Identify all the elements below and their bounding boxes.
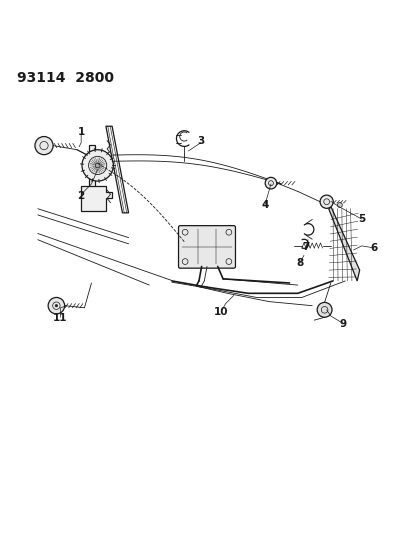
- Circle shape: [316, 302, 331, 317]
- Circle shape: [319, 195, 332, 208]
- Circle shape: [337, 203, 342, 207]
- Polygon shape: [106, 126, 128, 213]
- Text: 4: 4: [261, 200, 268, 211]
- Circle shape: [95, 163, 100, 168]
- Text: 6: 6: [370, 243, 377, 253]
- FancyBboxPatch shape: [178, 225, 235, 268]
- Text: 3: 3: [197, 136, 204, 146]
- Circle shape: [55, 304, 57, 307]
- Polygon shape: [89, 145, 103, 188]
- Text: 93114  2800: 93114 2800: [17, 71, 114, 85]
- Text: 8: 8: [295, 258, 303, 268]
- Text: 9: 9: [339, 319, 346, 329]
- Circle shape: [35, 136, 53, 155]
- Polygon shape: [81, 186, 112, 211]
- Text: 5: 5: [357, 214, 364, 224]
- Circle shape: [82, 150, 113, 181]
- Circle shape: [265, 177, 276, 189]
- Text: 7: 7: [301, 241, 309, 252]
- Polygon shape: [328, 207, 359, 281]
- Text: 1: 1: [77, 127, 85, 138]
- Text: 10: 10: [214, 307, 228, 317]
- Text: 11: 11: [53, 313, 68, 323]
- Text: 2: 2: [77, 190, 85, 200]
- Circle shape: [48, 297, 64, 314]
